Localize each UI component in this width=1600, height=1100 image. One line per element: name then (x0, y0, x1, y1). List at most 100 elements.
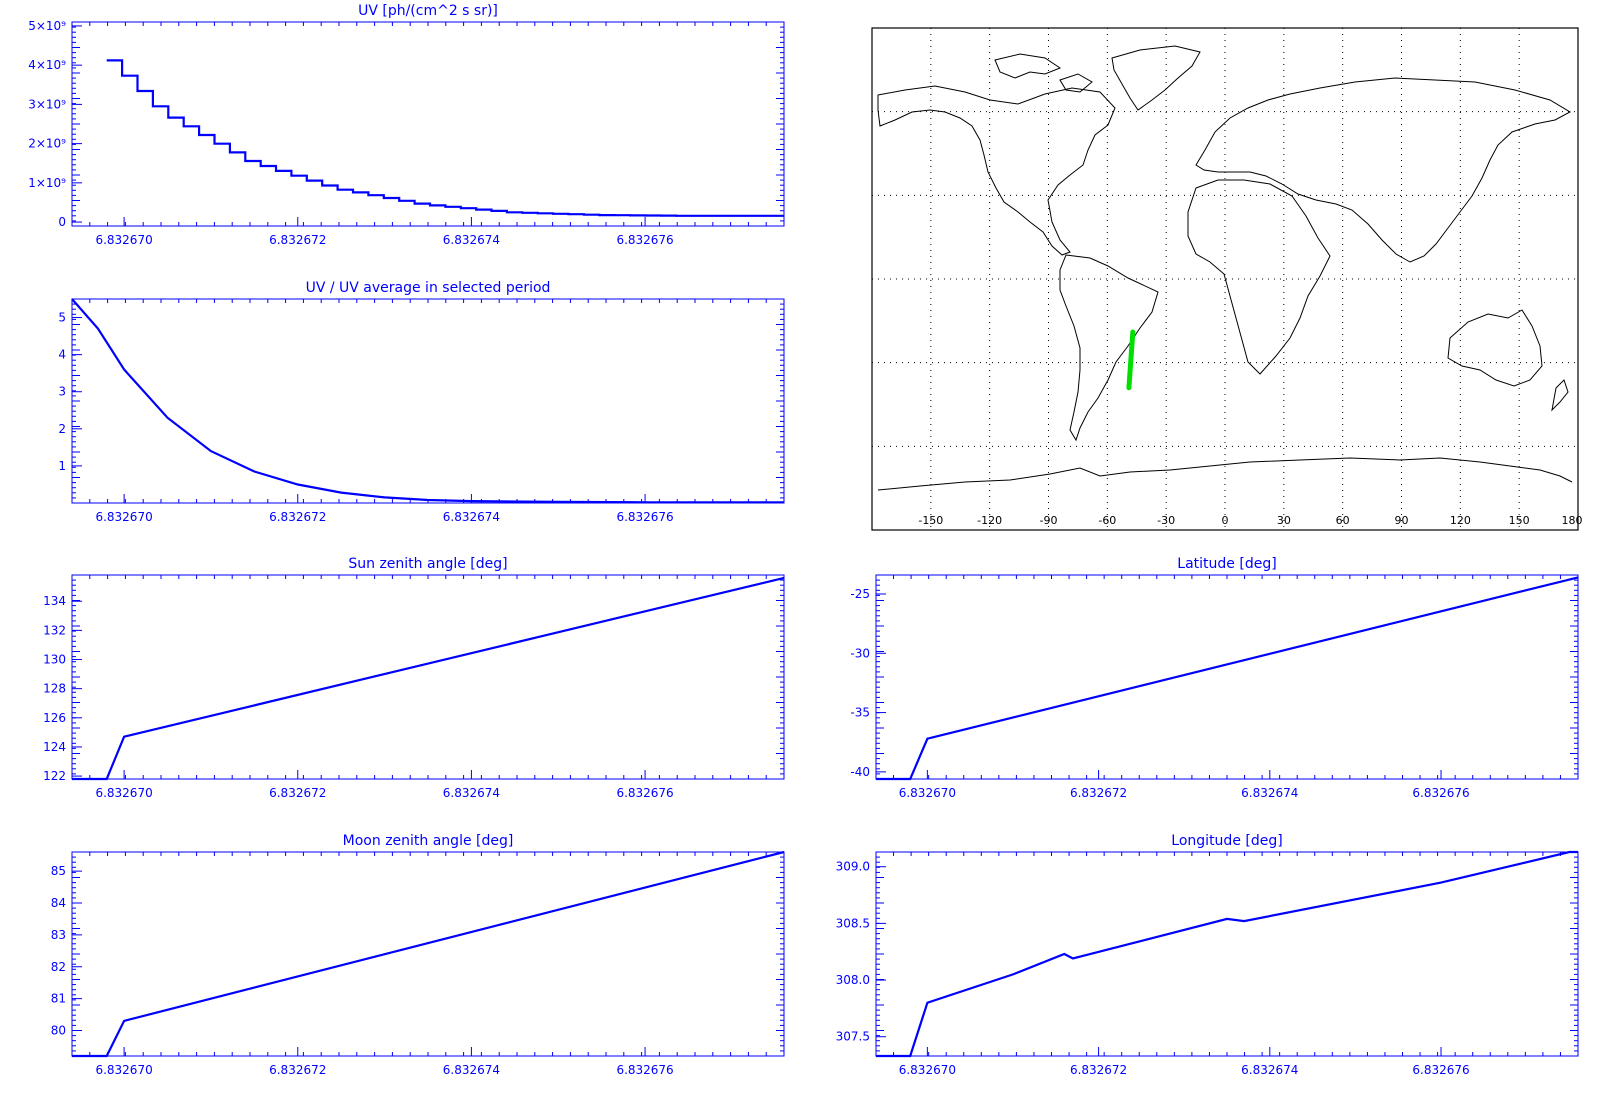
sun_zenith-minor-ticks (71, 574, 785, 780)
uv_ratio-plot-frame (71, 298, 785, 504)
sun_zenith-ytick-label: 122 (43, 769, 66, 783)
sun_zenith-title: Sun zenith angle [deg] (348, 556, 507, 572)
uv-chart: UV [ph/(cm^2 s sr)] 6.832670 6.832672 6.832… (28, 3, 785, 247)
map-coastlines (877, 45, 1573, 491)
moon_zenith-ytick-label: 81 (51, 992, 66, 1006)
longitude-xtick-label: 6.832674 (1241, 1063, 1298, 1077)
continent-africa (1187, 179, 1331, 375)
longitude-xtick-label: 6.832670 (899, 1063, 956, 1077)
uv_ratio-ytick-label: 1 (58, 459, 66, 473)
latitude-xtick-label: 6.832670 (899, 786, 956, 800)
uv-xtick-label: 6.832674 (443, 233, 500, 247)
uv-ytick-label: 4×10⁹ (28, 58, 66, 72)
continent-eurasia (1195, 77, 1572, 263)
map-lon-label: 150 (1509, 514, 1530, 527)
latitude-plot-frame (875, 574, 1579, 780)
longitude-minor-ticks (875, 851, 1579, 1057)
map-lon-label: 0 (1222, 514, 1229, 527)
uv_ratio-xtick-label: 6.832670 (95, 510, 152, 524)
uv-ytick-label: 2×10⁹ (28, 137, 66, 151)
latitude-minor-ticks (875, 574, 1579, 780)
continent-south-america (1059, 254, 1159, 442)
uv_ratio-series-line (71, 298, 784, 504)
map-lon-label: -150 (918, 514, 943, 527)
uv-ytick-label: 1×10⁹ (28, 176, 66, 190)
map-longitude-axis: -150 -120 -90 -60 -30 0 30 60 90 120 150 180 (918, 514, 1582, 527)
continent-antarctica (877, 457, 1573, 491)
uv-title: UV [ph/(cm^2 s sr)] (358, 3, 498, 19)
sun_zenith-ytick-label: 124 (43, 740, 66, 754)
line-charts: UV [ph/(cm^2 s sr)] 6.832670 6.832672 6.832… (28, 3, 1579, 1077)
satellite-ground-track (1126, 329, 1136, 391)
uv_ratio-xtick-label: 6.832672 (269, 510, 326, 524)
map-lon-label: 120 (1450, 514, 1471, 527)
map-lon-label: -60 (1098, 514, 1116, 527)
longitude-ytick-label: 307.5 (836, 1030, 870, 1044)
moon_zenith-ytick-label: 80 (51, 1024, 66, 1038)
uv-ytick-label: 0 (58, 215, 66, 229)
sun_zenith-ytick-label: 134 (43, 594, 66, 608)
continent-australia (1447, 309, 1543, 387)
latitude-ytick-label: -40 (850, 765, 870, 779)
world-map-panel: -150 -120 -90 -60 -30 0 30 60 90 120 150 180 (871, 27, 1583, 531)
longitude-plot-frame (875, 851, 1579, 1057)
longitude-xtick-label: 6.832672 (1070, 1063, 1127, 1077)
sun_zenith-xtick-label: 6.832672 (269, 786, 326, 800)
uv_ratio-chart: UV / UV average in selected period 6.8326… (58, 280, 785, 524)
moon_zenith-plot-frame (71, 851, 785, 1057)
latitude-chart: Latitude [deg] 6.832670 6.832672 6.832674 6.… (850, 556, 1579, 800)
longitude-ytick-label: 308.5 (836, 916, 870, 930)
longitude-title: Longitude [deg] (1171, 833, 1282, 849)
map-lon-label: 60 (1336, 514, 1350, 527)
map-lon-label: 90 (1395, 514, 1409, 527)
sun_zenith-xtick-label: 6.832674 (443, 786, 500, 800)
moon_zenith-xtick-label: 6.832670 (95, 1063, 152, 1077)
uv-xtick-label: 6.832670 (95, 233, 152, 247)
uv_ratio-ytick-label: 4 (58, 348, 66, 362)
latitude-ytick-label: -35 (850, 706, 870, 720)
map-lon-label: 180 (1562, 514, 1583, 527)
moon_zenith-series-line (72, 850, 785, 1058)
map-lon-label: -30 (1157, 514, 1175, 527)
uv-minor-ticks (71, 21, 785, 227)
map-lon-label: 30 (1277, 514, 1291, 527)
sun_zenith-xtick-label: 6.832670 (95, 786, 152, 800)
moon_zenith-ytick-label: 84 (51, 896, 66, 910)
new-zealand (1551, 379, 1569, 412)
sun_zenith-ytick-label: 130 (43, 653, 66, 667)
moon_zenith-minor-ticks (71, 851, 785, 1057)
uv-ytick-label: 3×10⁹ (28, 97, 66, 111)
longitude-ytick-label: 309.0 (836, 860, 870, 874)
arctic-islands (994, 53, 1093, 93)
longitude-xtick-label: 6.832676 (1412, 1063, 1469, 1077)
uv-ytick-label: 5×10⁹ (28, 19, 66, 33)
latitude-xtick-label: 6.832674 (1241, 786, 1298, 800)
uv_ratio-ytick-label: 5 (58, 311, 66, 325)
sun_zenith-xtick-label: 6.832676 (616, 786, 673, 800)
moon_zenith-chart: Moon zenith angle [deg] 6.832670 6.832672 6… (51, 833, 785, 1077)
continent-north-america (877, 85, 1116, 256)
moon_zenith-ytick-label: 82 (51, 960, 66, 974)
uv_ratio-xtick-label: 6.832676 (616, 510, 673, 524)
uv_ratio-title: UV / UV average in selected period (306, 280, 551, 296)
latitude-ytick-label: -30 (850, 646, 870, 660)
longitude-chart: Longitude [deg] 6.832670 6.832672 6.832674 6… (836, 833, 1579, 1077)
latitude-xtick-label: 6.832676 (1412, 786, 1469, 800)
latitude-ytick-label: -25 (850, 587, 870, 601)
latitude-xtick-label: 6.832672 (1070, 786, 1127, 800)
sun_zenith-series-line (72, 576, 785, 781)
longitude-ytick-label: 308.0 (836, 973, 870, 987)
uv_ratio-ytick-label: 2 (58, 422, 66, 436)
latitude-title: Latitude [deg] (1177, 556, 1276, 572)
sun_zenith-plot-frame (71, 574, 785, 780)
moon_zenith-ytick-label: 85 (51, 864, 66, 878)
uv_ratio-ytick-label: 3 (58, 385, 66, 399)
uv_ratio-minor-ticks (71, 298, 785, 504)
map-lon-label: -120 (977, 514, 1002, 527)
moon_zenith-title: Moon zenith angle [deg] (343, 833, 514, 849)
moon_zenith-xtick-label: 6.832676 (616, 1063, 673, 1077)
sun_zenith-ytick-label: 132 (43, 623, 66, 637)
map-gridlines (872, 28, 1578, 530)
uv_ratio-xtick-label: 6.832674 (443, 510, 500, 524)
